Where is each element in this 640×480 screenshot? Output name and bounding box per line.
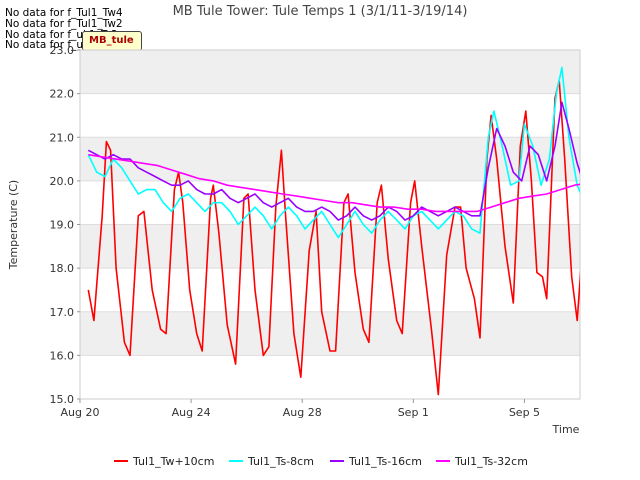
legend-label: Tul1_Ts-8cm bbox=[247, 455, 314, 468]
legend-label: Tul1_Ts-32cm bbox=[454, 455, 528, 468]
x-axis-label: Time bbox=[552, 423, 580, 436]
x-tick-label: Sep 1 bbox=[398, 406, 429, 419]
x-tick-label: Aug 28 bbox=[283, 406, 322, 419]
no-data-message: No data for f_uk1_Ts2 bbox=[5, 29, 118, 41]
grid-band bbox=[80, 224, 580, 269]
legend-label: Tul1_Ts-16cm bbox=[348, 455, 422, 468]
no-data-message: No data for f_uk1_Ts2 bbox=[5, 39, 118, 51]
y-axis-label: Temperature (C) bbox=[7, 180, 20, 270]
x-tick-label: Aug 20 bbox=[61, 406, 100, 419]
y-tick-label: 22.0 bbox=[50, 88, 75, 101]
y-tick-label: 17.0 bbox=[50, 306, 75, 319]
chart-title: MB Tule Tower: Tule Temps 1 (3/1/11-3/19… bbox=[173, 4, 468, 19]
y-tick-label: 23.0 bbox=[50, 44, 75, 57]
x-tick-label: Aug 24 bbox=[172, 406, 211, 419]
legend-label: Tul1_Tw+10cm bbox=[132, 455, 214, 468]
series-line bbox=[88, 153, 580, 213]
y-tick-label: 21.0 bbox=[50, 131, 75, 144]
no-data-message: No data for f_Tul1_Tw2 bbox=[5, 18, 123, 30]
y-tick-label: 20.0 bbox=[50, 175, 75, 188]
y-tick-label: 18.0 bbox=[50, 262, 75, 275]
series-group bbox=[87, 66, 580, 396]
series-line bbox=[87, 66, 580, 239]
y-tick-label: 15.0 bbox=[50, 393, 75, 406]
no-data-message: No data for f_Tul1_Tw4 bbox=[5, 7, 123, 19]
x-tick-label: Sep 5 bbox=[509, 406, 540, 419]
grid-band bbox=[80, 50, 580, 94]
y-tick-label: 19.0 bbox=[50, 219, 75, 232]
y-tick-label: 16.0 bbox=[50, 349, 75, 362]
site-badge-label: MB_tule bbox=[89, 35, 134, 46]
